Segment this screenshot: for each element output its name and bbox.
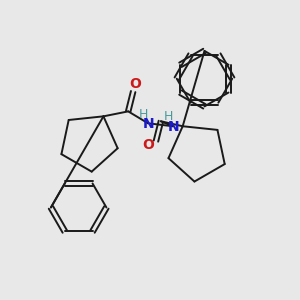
Text: H: H — [164, 110, 173, 123]
Text: O: O — [142, 138, 154, 152]
Text: O: O — [129, 76, 141, 91]
Text: N: N — [143, 117, 155, 131]
Text: N: N — [168, 120, 180, 134]
Text: H: H — [138, 108, 148, 121]
